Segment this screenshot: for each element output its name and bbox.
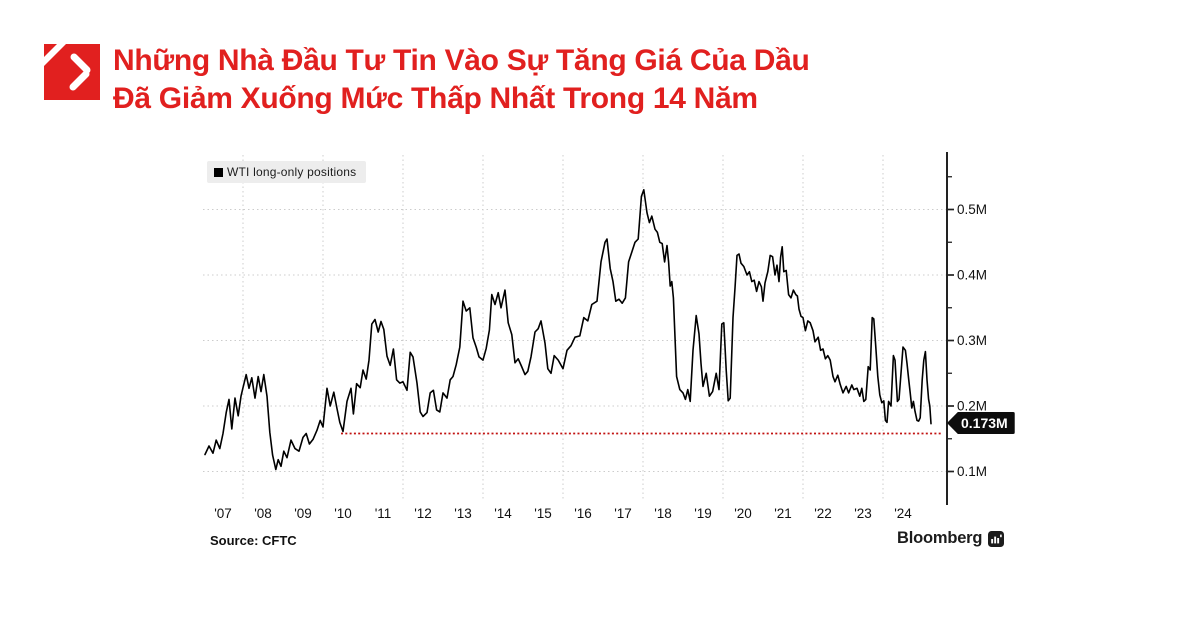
x-tick-label: '11 [375, 506, 392, 521]
y-tick-label: 0.4M [957, 268, 987, 283]
brand: Bloomberg [897, 529, 1005, 548]
last-value-badge: 0.173M [947, 412, 1015, 434]
bloomberg-terminal-icon [988, 530, 1005, 547]
x-tick-label: '15 [534, 506, 552, 521]
x-tick-label: '09 [294, 506, 312, 521]
bloomberg-wordmark: Bloomberg [897, 529, 983, 547]
y-tick-label: 0.3M [957, 333, 987, 348]
x-tick-label: '08 [254, 506, 272, 521]
x-tick-label: '19 [694, 506, 712, 521]
x-tick-label: '17 [614, 506, 632, 521]
legend-marker-icon [214, 167, 223, 177]
header: Những Nhà Đầu Tư Tin Vào Sự Tăng Giá Của… [44, 42, 810, 118]
headline: Những Nhà Đầu Tư Tin Vào Sự Tăng Giá Của… [113, 42, 810, 118]
source-label: Source: CFTC [210, 533, 297, 548]
x-tick-label: '18 [654, 506, 672, 521]
x-tick-label: '07 [214, 506, 232, 521]
x-tick-label: '13 [454, 506, 472, 521]
x-tick-label: '12 [414, 506, 432, 521]
series-line [204, 189, 932, 471]
headline-line-2: Đã Giảm Xuống Mức Thấp Nhất Trong 14 Năm [113, 82, 758, 115]
y-tick-label: 0.2M [957, 399, 987, 414]
x-tick-label: '22 [814, 506, 832, 521]
x-tick-label: '16 [574, 506, 592, 521]
legend: WTI long-only positions [207, 161, 367, 183]
x-tick-label: '23 [854, 506, 872, 521]
x-tick-label: '21 [774, 506, 792, 521]
x-tick-label: '10 [334, 506, 352, 521]
x-tick-label: '14 [494, 506, 512, 521]
headline-line-1: Những Nhà Đầu Tư Tin Vào Sự Tăng Giá Của… [113, 44, 810, 77]
x-tick-label: '20 [734, 506, 752, 521]
publisher-logo-icon [44, 44, 100, 100]
y-tick-label: 0.5M [957, 202, 987, 217]
y-tick-label: 0.1M [957, 464, 987, 479]
legend-label: WTI long-only positions [227, 165, 357, 179]
x-tick-label: '24 [894, 506, 912, 521]
